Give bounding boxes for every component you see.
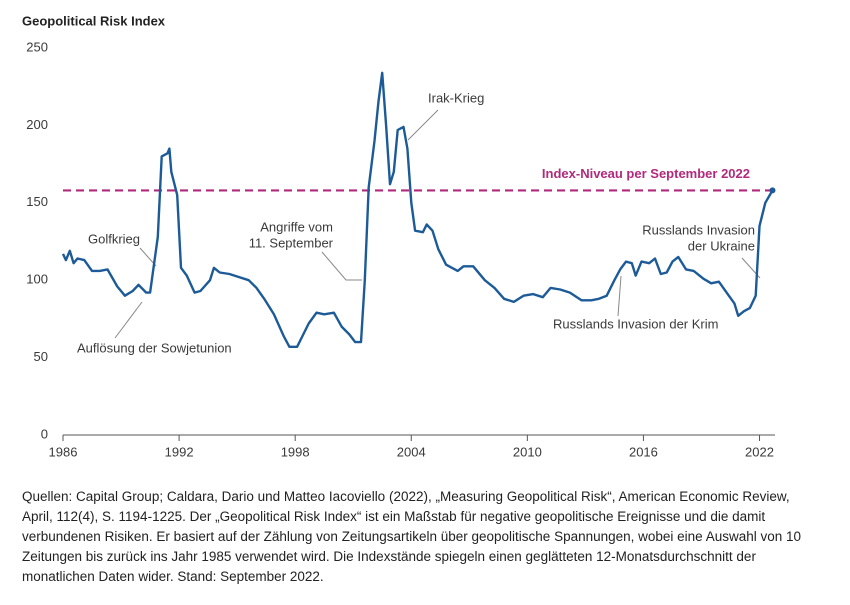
chart: Geopolitical Risk Index 0 50 100 150 200 250 1… [22,13,776,459]
chart-title: Geopolitical Risk Index [22,13,166,28]
data-line [61,71,774,348]
annotation: Russlands Invasion [642,222,755,237]
y-tick-label: 100 [26,272,48,287]
annotation: Angriffe vom [260,219,333,234]
x-tick-label: 1992 [165,444,194,459]
annotation: 11. September [249,235,334,250]
annotation: Irak-Krieg [428,90,484,105]
leader-line [407,109,439,141]
leader-line [321,251,362,281]
annotation: Russlands Invasion der Krim [553,316,718,331]
x-tick-label: 2016 [629,444,658,459]
end-point [769,187,776,194]
x-tick-label: 2010 [513,444,542,459]
annotation: Auflösung der Sowjetunion [77,340,232,355]
x-tick-label: 2022 [745,444,774,459]
annotation: der Ukraine [688,238,755,253]
x-tick-label: 1986 [49,444,78,459]
x-tick-label: 1998 [281,444,310,459]
y-tick-label: 150 [26,194,48,209]
y-tick-label: 250 [26,39,48,54]
leader-line [114,301,143,339]
y-tick-label: 50 [34,349,48,364]
leader-lines [114,109,761,339]
reference-label: Index-Niveau per September 2022 [542,166,750,181]
y-tick-label: 200 [26,117,48,132]
source-note: Quellen: Capital Group; Caldara, Dario u… [22,489,802,584]
x-tick-label: 2004 [397,444,426,459]
y-tick-label: 0 [41,426,48,441]
annotation: Golfkrieg [88,231,140,246]
leader-line [617,275,622,317]
